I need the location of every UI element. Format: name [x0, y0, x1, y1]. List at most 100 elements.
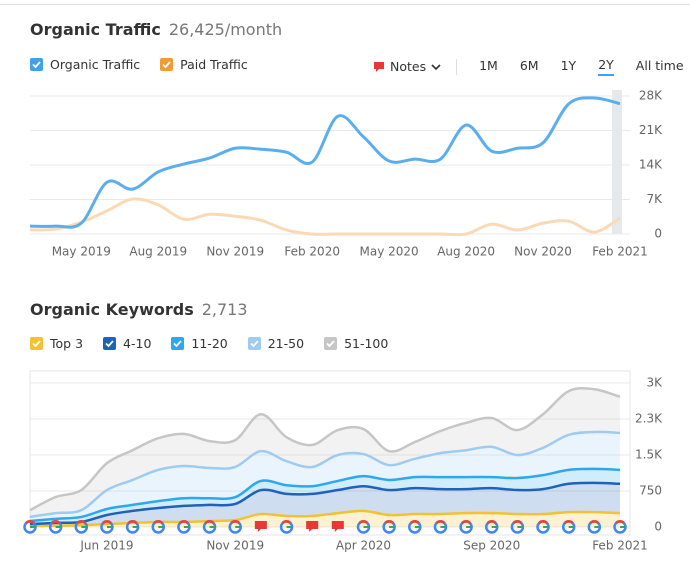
check-mark: [162, 61, 171, 69]
traffic-header: Organic Traffic 26,425/month: [30, 20, 282, 39]
google-icon-arc: [50, 520, 61, 524]
google-icon-arc: [281, 520, 292, 524]
check-mark: [32, 61, 41, 69]
legend-label: 21-50: [267, 336, 305, 351]
notes-button[interactable]: Notes: [390, 59, 427, 74]
checkbox-fill: [247, 337, 261, 350]
range-button[interactable]: 1M: [479, 58, 498, 73]
chart-title: Organic Traffic: [30, 20, 161, 39]
google-icon-arc: [204, 520, 215, 524]
notes-icon: [374, 61, 384, 72]
note-icon: [306, 521, 319, 532]
y-tick-label: 7K: [646, 192, 663, 206]
check-mark: [32, 340, 41, 348]
legend-label: 11-20: [191, 336, 228, 351]
google-icon-arc: [563, 520, 574, 524]
x-tick-label: Aug 2019: [129, 245, 187, 259]
series-line: [29, 197, 621, 237]
chevron: [431, 63, 441, 70]
note-icon: [254, 521, 267, 532]
check-mark: [173, 340, 183, 348]
keywords-header: Organic Keywords 2,713: [30, 300, 248, 319]
check-mark: [250, 340, 259, 348]
series-area: [30, 388, 620, 517]
legend-checkbox[interactable]: [30, 337, 43, 350]
current-band: [612, 90, 622, 234]
x-tick-label: Nov 2019: [206, 245, 264, 259]
google-icon-arc: [102, 520, 112, 524]
x-tick-label: Nov 2020: [514, 245, 572, 259]
legend-item[interactable]: Top 3: [30, 336, 83, 351]
google-icon-arc: [384, 520, 395, 524]
y-tick-label: 0: [654, 520, 662, 534]
google-icon-arc: [76, 520, 87, 524]
legend-item[interactable]: 51-100: [324, 336, 388, 351]
x-tick-label: May 2020: [360, 245, 419, 259]
legend-checkbox[interactable]: [160, 58, 174, 71]
x-tick-label: Apr 2020: [336, 539, 391, 553]
y-tick-label: 3K: [646, 376, 663, 390]
y-tick-label: 28K: [639, 89, 663, 103]
check-mark: [105, 340, 114, 348]
legend-item[interactable]: Organic Traffic: [30, 57, 140, 72]
range-controls: Notes 1M 6M 1Y 2Y All time: [372, 57, 684, 76]
google-icon-arc: [461, 520, 471, 524]
range-button[interactable]: 6M: [519, 58, 539, 73]
legend-label: 51-100: [344, 336, 389, 351]
series-area: [30, 431, 620, 521]
legend-checkbox[interactable]: [247, 337, 261, 350]
chart-subtitle: 26,425/month: [168, 20, 283, 39]
y-tick-label: 2.3K: [635, 412, 663, 426]
plot-frame: [29, 370, 631, 536]
range-button[interactable]: 2Y: [598, 57, 614, 76]
legend-item[interactable]: Paid Traffic: [160, 57, 248, 72]
google-icon-arc: [589, 520, 600, 524]
range-button[interactable]: All time: [635, 58, 684, 73]
series-area: [30, 482, 620, 526]
google-icon-arc: [512, 520, 523, 524]
legend-item[interactable]: 4-10: [103, 336, 151, 351]
legend-item[interactable]: 21-50: [247, 336, 305, 351]
x-tick-label: Feb 2020: [284, 245, 340, 259]
chart-title: Organic Keywords: [30, 300, 194, 319]
y-tick-label: 14K: [639, 158, 663, 172]
series-line: [29, 481, 621, 526]
legend-label: Organic Traffic: [50, 57, 141, 72]
legend-checkbox[interactable]: [103, 337, 117, 350]
checkbox-fill: [171, 337, 185, 350]
google-icon-arc: [153, 520, 164, 524]
google-icon-arc: [615, 520, 625, 524]
google-icon-arc: [25, 520, 35, 524]
google-icon-arc: [409, 520, 420, 524]
google-icon-arc: [127, 520, 138, 524]
check-mark: [326, 340, 335, 348]
google-icon-arc: [230, 520, 241, 524]
legend-checkbox[interactable]: [171, 337, 185, 350]
google-icon-arc: [435, 520, 446, 524]
google-icon-arc: [358, 520, 369, 524]
chart-subtitle: 2,713: [201, 300, 248, 319]
x-tick-label: Jun 2019: [79, 539, 133, 553]
google-icon-arc: [179, 520, 189, 524]
legend: Organic Traffic Paid Traffic: [30, 57, 248, 72]
series-line: [29, 96, 621, 229]
series-area: [30, 468, 620, 525]
range-button[interactable]: 1Y: [560, 58, 577, 73]
legend-label: 4-10: [123, 336, 152, 351]
x-tick-label: Nov 2019: [206, 539, 264, 553]
legend-item[interactable]: 11-20: [171, 336, 228, 351]
y-tick-label: 750: [639, 484, 662, 498]
google-icon-arc: [538, 520, 548, 524]
legend-checkbox[interactable]: [30, 58, 43, 71]
top-border: [0, 4, 690, 5]
checkbox-fill: [30, 337, 43, 350]
y-tick-label: 0: [654, 227, 662, 241]
checkbox-fill: [103, 337, 117, 350]
legend-checkbox[interactable]: [324, 337, 338, 350]
google-icon-arc: [486, 520, 497, 524]
x-tick-label: May 2019: [52, 245, 111, 259]
checkbox-fill: [160, 58, 174, 71]
x-tick-label: Sep 2020: [463, 539, 520, 553]
